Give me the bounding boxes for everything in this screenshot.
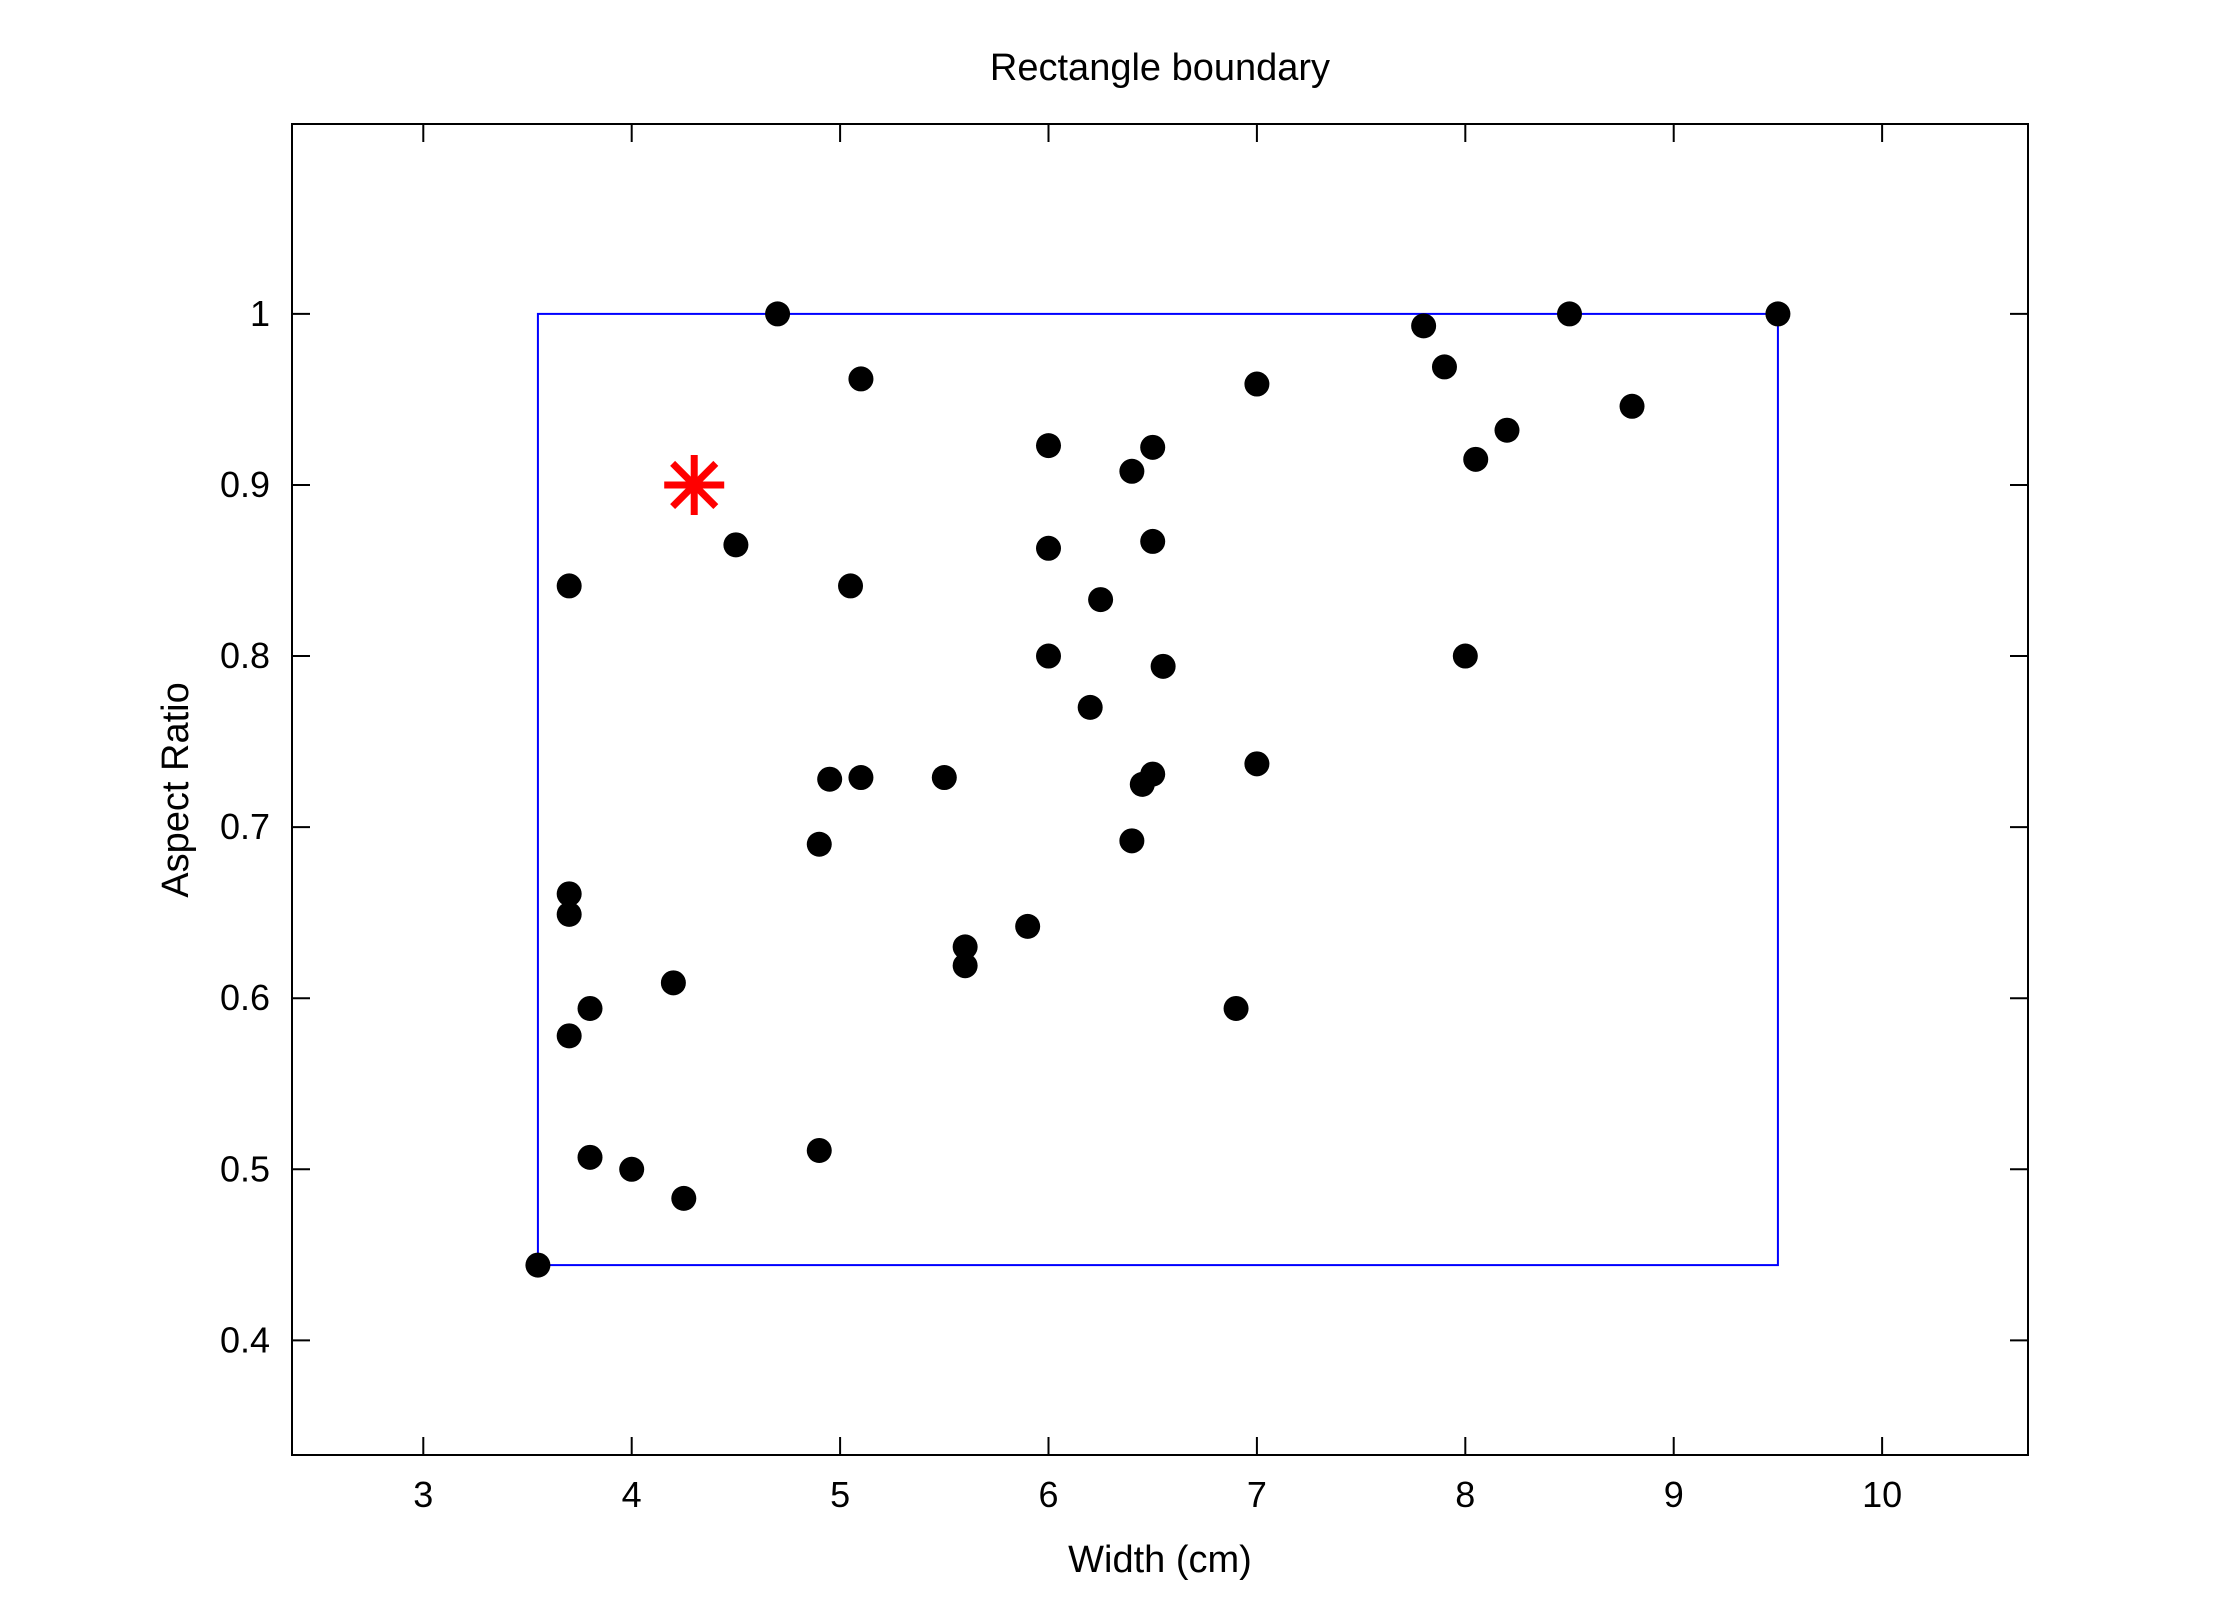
data-point	[577, 995, 603, 1021]
data-point	[1036, 643, 1062, 669]
data-point	[619, 1156, 645, 1182]
y-tick-label: 0.4	[220, 1319, 270, 1360]
data-point	[556, 573, 582, 599]
chart-title: Rectangle boundary	[990, 47, 1330, 89]
data-point	[1015, 913, 1041, 939]
x-tick-label: 8	[1455, 1474, 1475, 1515]
data-point	[952, 934, 978, 960]
data-point	[1077, 694, 1103, 720]
data-point	[1036, 535, 1062, 561]
data-point	[1557, 301, 1583, 327]
data-point	[1119, 828, 1145, 854]
data-point	[1411, 313, 1437, 339]
data-point	[1765, 301, 1791, 327]
data-point	[1244, 371, 1270, 397]
data-point	[660, 970, 686, 996]
data-point	[1494, 417, 1520, 443]
x-tick-label: 9	[1664, 1474, 1684, 1515]
data-point	[1244, 751, 1270, 777]
y-axis-label: Aspect Ratio	[155, 682, 197, 897]
data-point	[525, 1252, 551, 1278]
data-point	[1036, 433, 1062, 459]
x-tick-label: 5	[830, 1474, 850, 1515]
data-point	[723, 532, 749, 558]
data-point	[671, 1185, 697, 1211]
data-point	[765, 301, 791, 327]
data-point	[1140, 434, 1166, 460]
data-point	[1119, 458, 1145, 484]
y-tick-label: 0.8	[220, 635, 270, 676]
data-point	[556, 1023, 582, 1049]
data-point	[952, 953, 978, 979]
data-point	[1088, 587, 1114, 613]
x-tick-label: 10	[1862, 1474, 1902, 1515]
data-point	[1150, 653, 1176, 679]
data-point	[848, 366, 874, 392]
plot-area: 3 4 5 6 7 8 9 10 0.4 0.5 0.6 0.7 0.8 0.9 1	[220, 123, 2029, 1515]
data-point	[556, 881, 582, 907]
data-point	[1463, 446, 1489, 472]
y-tick-label: 0.6	[220, 977, 270, 1018]
data-point	[556, 901, 582, 927]
query-point-marker	[664, 454, 725, 515]
data-point	[806, 1137, 832, 1163]
boundary-rectangle	[536, 312, 1779, 1267]
data-point	[1140, 761, 1166, 787]
x-tick-label: 7	[1247, 1474, 1267, 1515]
y-tick-label: 0.9	[220, 464, 270, 505]
plot-frame	[291, 123, 2029, 1456]
data-point	[1619, 393, 1645, 419]
data-point	[1140, 528, 1166, 554]
data-point	[1431, 354, 1457, 380]
data-point	[848, 765, 874, 791]
data-point	[1223, 995, 1249, 1021]
y-tick-label: 0.5	[220, 1148, 270, 1189]
y-tick-label: 1	[250, 293, 270, 334]
data-point	[1452, 643, 1478, 669]
data-point	[931, 765, 957, 791]
data-point	[838, 573, 864, 599]
x-tick-label: 6	[1038, 1474, 1058, 1515]
data-point	[806, 831, 832, 857]
x-tick-label: 4	[622, 1474, 642, 1515]
x-tick-label: 3	[413, 1474, 433, 1515]
data-point	[817, 766, 843, 792]
y-tick-label: 0.7	[220, 806, 270, 847]
query-point-stroke	[670, 460, 719, 510]
data-point	[577, 1144, 603, 1170]
x-axis-label: Width (cm)	[1068, 1539, 1252, 1581]
